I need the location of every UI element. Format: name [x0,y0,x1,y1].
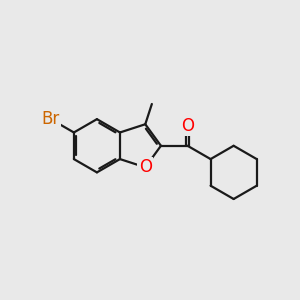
Text: O: O [181,117,194,135]
Text: Br: Br [42,110,60,128]
Text: O: O [139,158,152,176]
